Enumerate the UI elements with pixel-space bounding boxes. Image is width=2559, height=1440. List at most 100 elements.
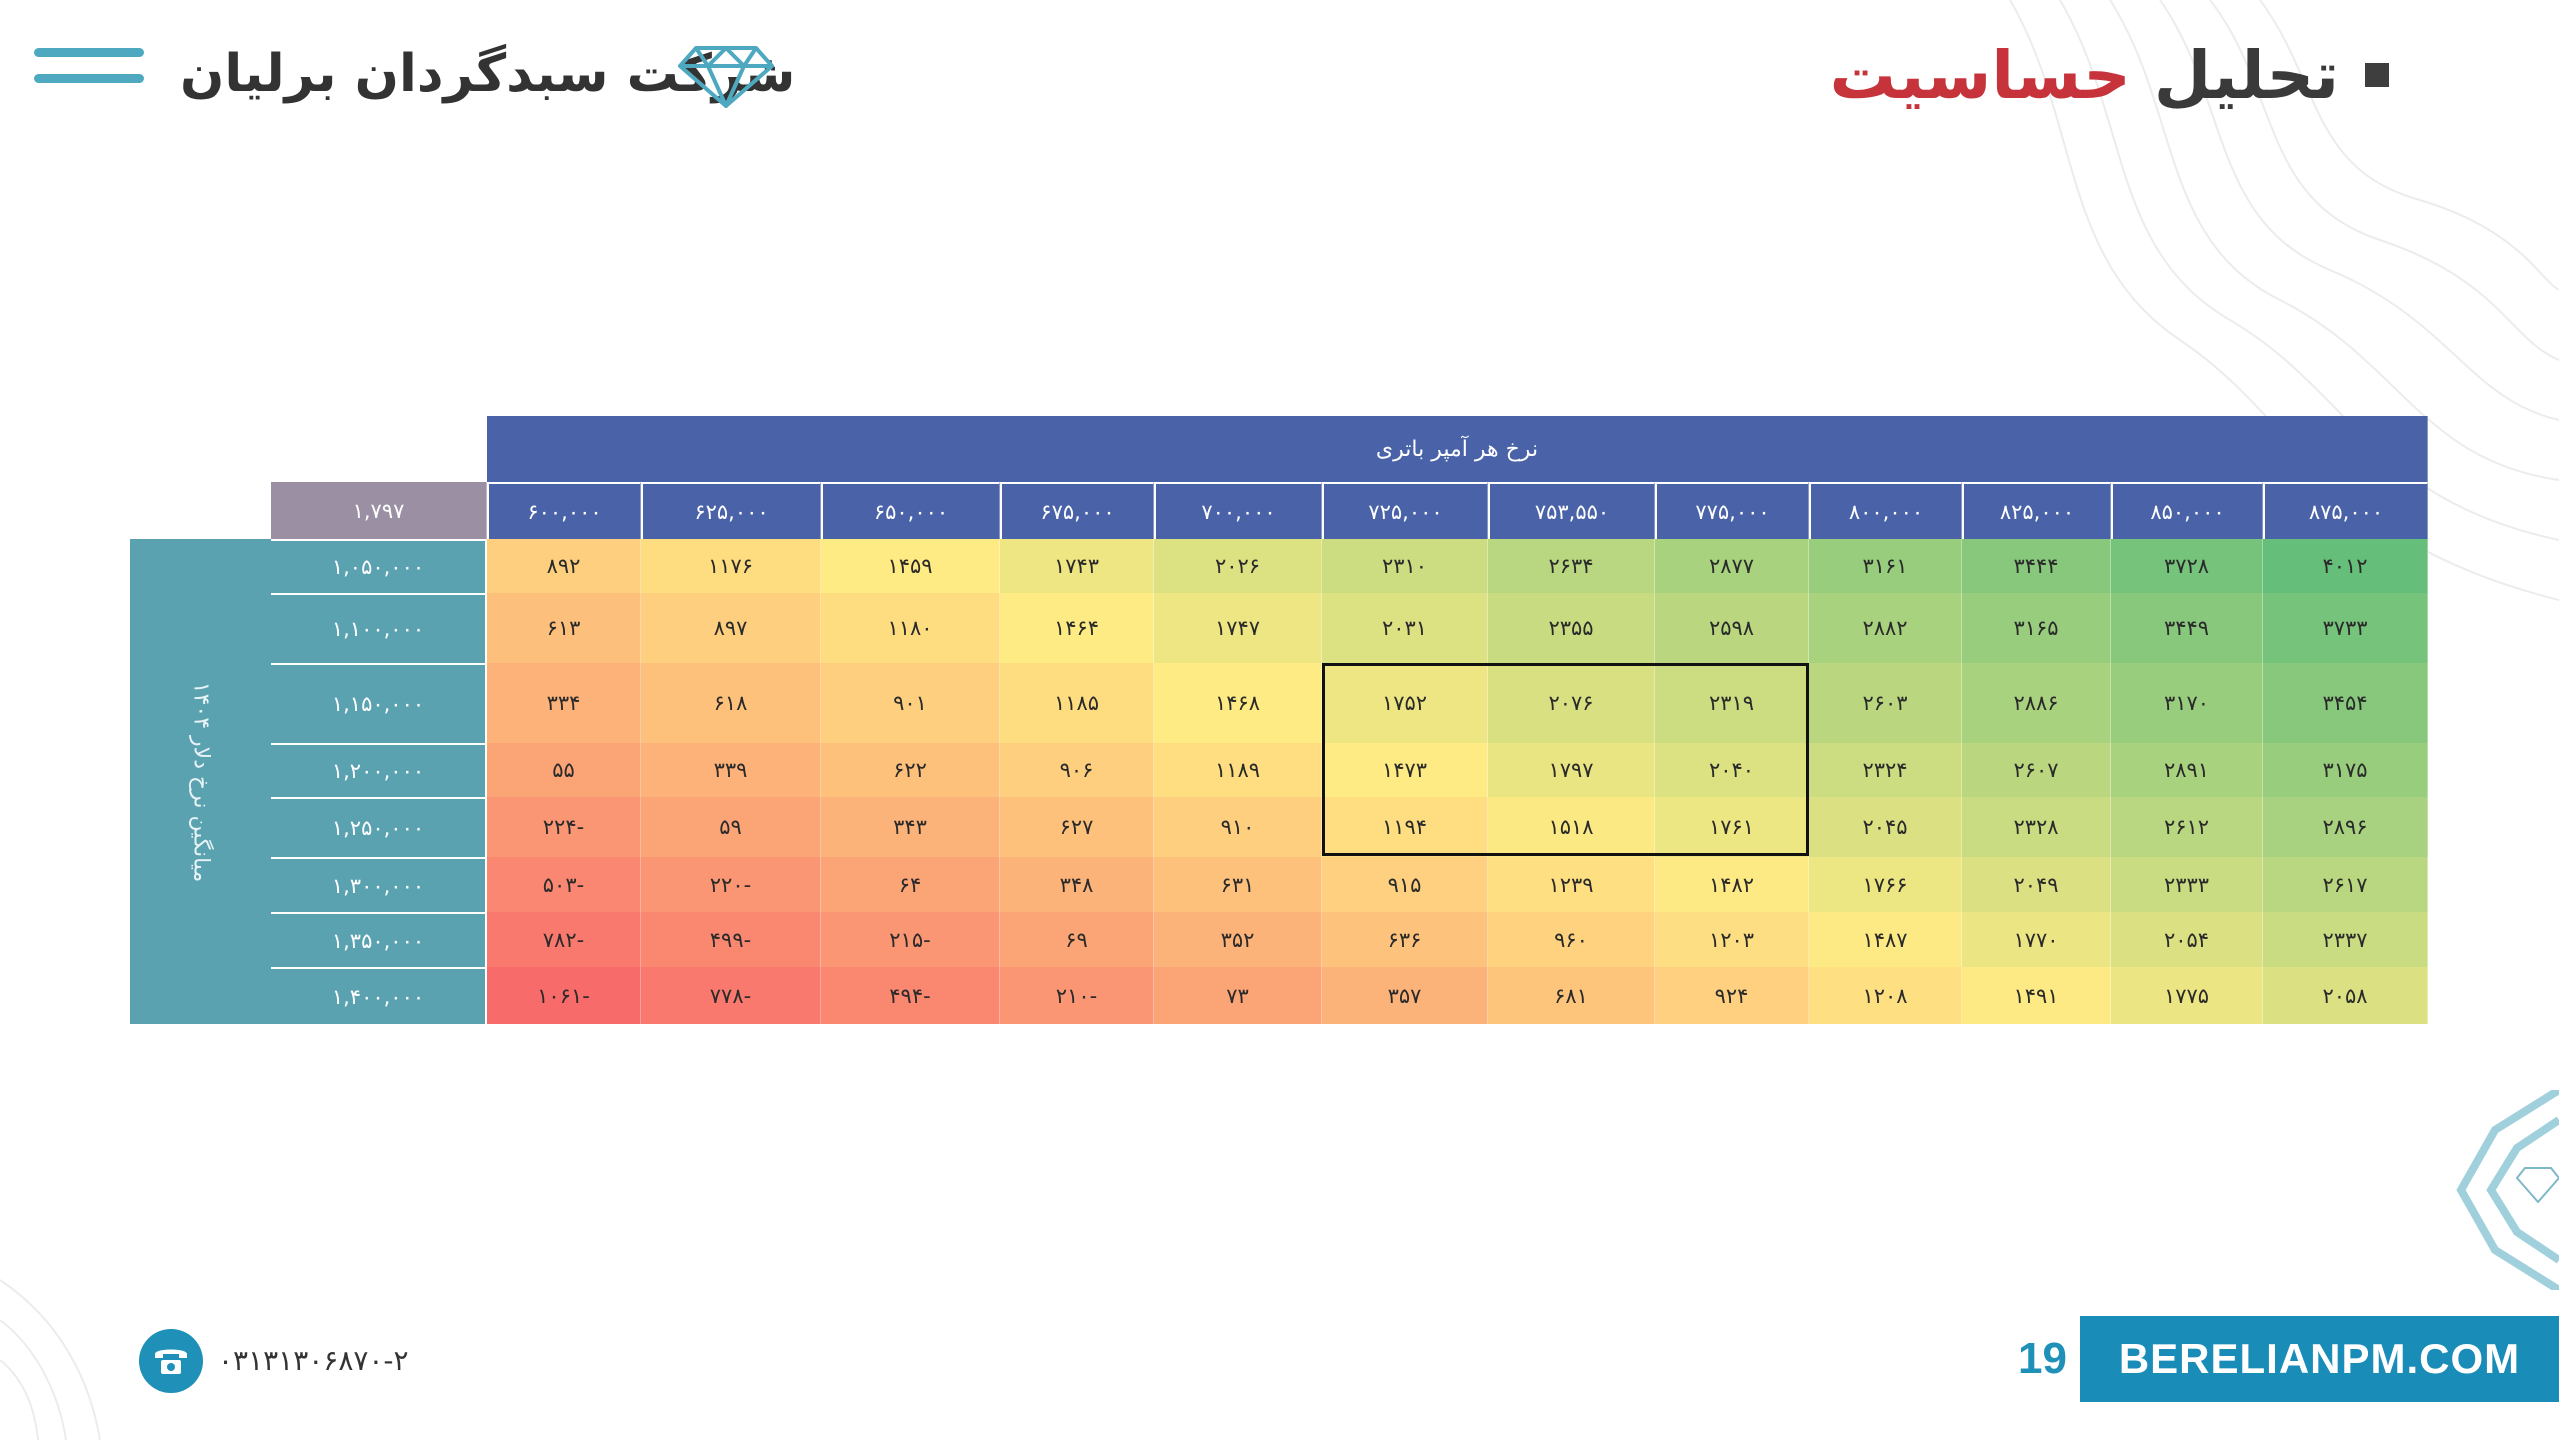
- table-cell: ۱۱۸۹: [1154, 743, 1322, 797]
- slide-title: تحلیل حساسیت: [1830, 30, 2389, 120]
- table-cell: ۲۳۲۴: [1809, 743, 1962, 797]
- title-text: تحلیل حساسیت: [1830, 37, 2339, 114]
- table-cell: ۲۲۴-: [487, 797, 641, 857]
- table-cell: ۲۵۹۸: [1655, 593, 1809, 663]
- title-dark-part: تحلیل: [2153, 36, 2339, 114]
- table-cell: ۷۷۸-: [641, 967, 821, 1024]
- table-cell: ۲۲۰-: [641, 857, 821, 912]
- table-cell: ۲۸۹۱: [2111, 743, 2263, 797]
- table-cell: ۱۴۹۱: [1962, 967, 2111, 1024]
- table-cell: ۳۷۳۳: [2263, 593, 2428, 663]
- column-header: ۷۷۵,۰۰۰: [1655, 482, 1809, 539]
- table-cell: ۶۲۷: [1000, 797, 1154, 857]
- table-cell: ۱۴۵۹: [821, 539, 1000, 593]
- table-cell: ۶۳۶: [1322, 912, 1488, 967]
- table-cell: ۶۱۸: [641, 663, 821, 743]
- menu-lines-icon[interactable]: [34, 48, 144, 100]
- table-cell: ۲۸۸۲: [1809, 593, 1962, 663]
- table-cell: ۲۰۵۴: [2111, 912, 2263, 967]
- table-cell: ۲۳۱۹: [1655, 663, 1809, 743]
- table-cell: ۸۹۲: [487, 539, 641, 593]
- table-cell: ۲۳۳۷: [2263, 912, 2428, 967]
- table-cell: ۱۷۶۱: [1655, 797, 1809, 857]
- column-header: ۷۲۵,۰۰۰: [1322, 482, 1488, 539]
- table-cell: ۱۲۳۹: [1488, 857, 1655, 912]
- column-header: ۸۰۰,۰۰۰: [1809, 482, 1962, 539]
- table-cell: ۱۷۷۰: [1962, 912, 2111, 967]
- column-header: ۸۷۵,۰۰۰: [2263, 482, 2428, 539]
- table-cell: ۲۰۴۰: [1655, 743, 1809, 797]
- table-cell: ۴۰۱۲: [2263, 539, 2428, 593]
- table-cell: ۱۱۸۰: [821, 593, 1000, 663]
- phone-icon[interactable]: [139, 1329, 203, 1393]
- table-cell: ۹۰۶: [1000, 743, 1154, 797]
- title-red-part: حساسیت: [1829, 36, 2131, 114]
- table-cell: ۱۷۷۵: [2111, 967, 2263, 1024]
- table-cell: ۹۰۱: [821, 663, 1000, 743]
- diamond-icon: [678, 46, 774, 108]
- table-cell: ۳۴۸: [1000, 857, 1154, 912]
- table-cell: ۷۸۲-: [487, 912, 641, 967]
- table-cell: ۳۴۵۴: [2263, 663, 2428, 743]
- table-cell: ۳۵۲: [1154, 912, 1322, 967]
- table-cell: ۵۹: [641, 797, 821, 857]
- table-cell: ۴۹۹-: [641, 912, 821, 967]
- column-header: ۷۰۰,۰۰۰: [1154, 482, 1322, 539]
- table-cell: ۳۱۶۱: [1809, 539, 1962, 593]
- row-header: ۱,۱۰۰,۰۰۰: [271, 593, 487, 663]
- table-cell: ۱۷۹۷: [1488, 743, 1655, 797]
- table-cell: ۲۶۱۲: [2111, 797, 2263, 857]
- row-header: ۱,۲۰۰,۰۰۰: [271, 743, 487, 797]
- table-cell: ۱۲۰۳: [1655, 912, 1809, 967]
- table-cell: ۲۰۷۶: [1488, 663, 1655, 743]
- table-cell: ۲۰۲۶: [1154, 539, 1322, 593]
- table-cell: ۸۹۷: [641, 593, 821, 663]
- table-cell: ۶۲۲: [821, 743, 1000, 797]
- column-header: ۸۵۰,۰۰۰: [2111, 482, 2263, 539]
- table-cell: ۱۷۴۷: [1154, 593, 1322, 663]
- table-cell: ۳۳۹: [641, 743, 821, 797]
- row-header: ۱,۴۰۰,۰۰۰: [271, 967, 487, 1024]
- table-cell: ۱۰۶۱-: [487, 967, 641, 1024]
- table-cell: ۳۱۷۰: [2111, 663, 2263, 743]
- table-cell: ۱۴۶۸: [1154, 663, 1322, 743]
- table-cell: ۱۴۸۲: [1655, 857, 1809, 912]
- table-cell: ۲۳۱۰: [1322, 539, 1488, 593]
- table-cell: ۱۱۷۶: [641, 539, 821, 593]
- table-cell: ۴۹۴-: [821, 967, 1000, 1024]
- table-cell: ۳۴۴۹: [2111, 593, 2263, 663]
- table-cell: ۲۶۳۴: [1488, 539, 1655, 593]
- table-cell: ۲۸۹۶: [2263, 797, 2428, 857]
- table-cell: ۲۸۷۷: [1655, 539, 1809, 593]
- title-bullet: [2365, 63, 2389, 87]
- column-group-title: نرخ هر آمپر باتری: [487, 416, 2428, 482]
- row-group-title-text: میانگین نرخ دلار ۱۴۰۴: [188, 681, 213, 882]
- table-cell: ۲۶۰۷: [1962, 743, 2111, 797]
- table-cell: ۹۲۴: [1655, 967, 1809, 1024]
- column-header: ۶۷۵,۰۰۰: [1000, 482, 1154, 539]
- column-header: ۷۵۳,۵۵۰: [1488, 482, 1655, 539]
- page-number: 19: [2018, 1334, 2067, 1383]
- table-cell: ۳۱۷۵: [2263, 743, 2428, 797]
- table-cell: ۲۰۴۹: [1962, 857, 2111, 912]
- table-cell: ۲۶۰۳: [1809, 663, 1962, 743]
- table-cell: ۲۳۵۵: [1488, 593, 1655, 663]
- table-cell: ۱۷۴۳: [1000, 539, 1154, 593]
- website-bar[interactable]: BERELIANPM.COM: [2080, 1316, 2559, 1402]
- table-cell: ۲۰۵۸: [2263, 967, 2428, 1024]
- table-cell: ۲۶۱۷: [2263, 857, 2428, 912]
- website-url: BERELIANPM.COM: [2118, 1335, 2521, 1382]
- column-header: ۶۰۰,۰۰۰: [487, 482, 641, 539]
- row-header: ۱,۲۵۰,۰۰۰: [271, 797, 487, 857]
- table-cell: ۱۴۸۷: [1809, 912, 1962, 967]
- table-cell: ۹۱۰: [1154, 797, 1322, 857]
- corner-value: ۱,۷۹۷: [271, 482, 487, 539]
- row-header: ۱,۱۵۰,۰۰۰: [271, 663, 487, 743]
- row-group-title: میانگین نرخ دلار ۱۴۰۴: [130, 539, 273, 1024]
- diamond-frame-icon: [2456, 1090, 2559, 1290]
- table-cell: ۶۳۱: [1154, 857, 1322, 912]
- table-cell: ۱۱۹۴: [1322, 797, 1488, 857]
- table-cell: ۱۷۶۶: [1809, 857, 1962, 912]
- table-cell: ۶۱۳: [487, 593, 641, 663]
- table-cell: ۹۱۵: [1322, 857, 1488, 912]
